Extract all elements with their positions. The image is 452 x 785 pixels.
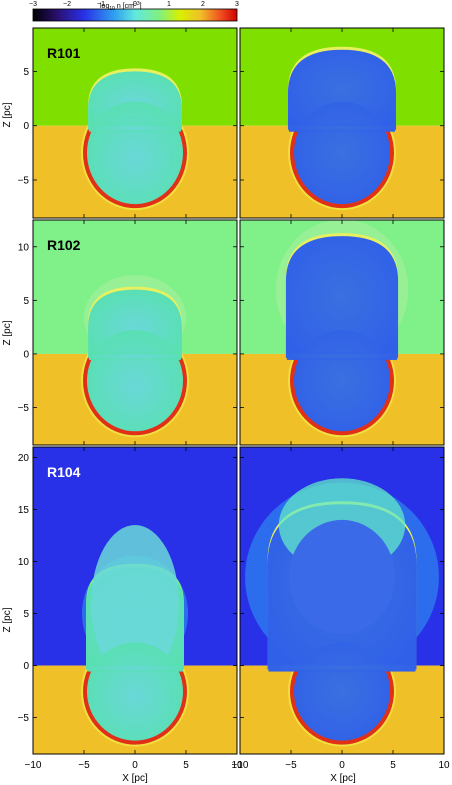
- x-tick-label: 10: [438, 760, 450, 771]
- z-tick-label: 15: [18, 505, 30, 516]
- colorbar-tick-label: 2: [201, 1, 205, 8]
- x-tick-label: −5: [78, 760, 90, 771]
- colorbar-tick-label: −2: [63, 1, 71, 8]
- colorbar-tick-label: 0: [133, 1, 137, 8]
- colorbar-ticks: −3 −2 −1 0 1 2 3: [29, 1, 239, 8]
- xlabel-right: X [pc]: [330, 773, 356, 784]
- z-tick-label: −5: [18, 713, 30, 724]
- bubble-lower: [87, 330, 183, 432]
- z-tick-label: 0: [23, 121, 29, 132]
- bubble-upper: [285, 236, 399, 358]
- colorbar-label: log10 n [cm−3]: [100, 1, 142, 12]
- z-tick-label: 5: [23, 609, 29, 620]
- panel: 10 5 0 −5 R102: [18, 219, 238, 446]
- bubble-neck: [288, 123, 396, 132]
- z-tick-label: 10: [18, 557, 30, 568]
- bubble-neck: [89, 123, 181, 132]
- bubble-neck: [87, 663, 183, 672]
- z-tick-label: 0: [23, 661, 29, 672]
- colorbar-tick-label: −1: [97, 1, 105, 8]
- colorbar-tick-label: 3: [235, 1, 239, 8]
- bubble-neck: [89, 351, 181, 360]
- panel: [239, 219, 445, 446]
- z-tick-label: 0: [23, 349, 29, 360]
- bubble-lower: [294, 330, 390, 432]
- z-tick-label: −5: [18, 176, 30, 187]
- bubble-neck: [268, 663, 416, 672]
- bubble-lower: [87, 642, 183, 741]
- bubble-lower: [87, 101, 183, 205]
- run-label: R101: [47, 45, 81, 61]
- x-tick-label: 5: [183, 760, 189, 771]
- panel: 5 0 −5 R101: [18, 27, 238, 219]
- run-label: R102: [47, 237, 81, 253]
- bubble-inner-region: [91, 525, 179, 682]
- xlabel-left: X [pc]: [122, 773, 148, 784]
- bubble-neck: [286, 351, 398, 360]
- panel: [239, 27, 445, 219]
- panel: 20 15 10 5 0 −5 R104: [18, 446, 238, 755]
- colorbar-gradient: [32, 8, 238, 22]
- x-tick-label: 5: [390, 760, 396, 771]
- bubble-lower: [294, 642, 390, 741]
- bubble-upper: [287, 49, 397, 130]
- z-tick-label: −5: [18, 403, 30, 414]
- z-tick-label: 10: [18, 242, 30, 253]
- ylabel-row1: Z [pc]: [2, 102, 13, 127]
- colorbar-tick-label: −3: [29, 1, 37, 8]
- x-tick-label: 0: [339, 760, 345, 771]
- x-tick-label: −5: [285, 760, 297, 771]
- x-tick-label: 10: [231, 760, 243, 771]
- z-tick-label: 5: [23, 296, 29, 307]
- ylabel-row2: Z [pc]: [2, 320, 13, 345]
- bubble-lower: [294, 101, 390, 205]
- ylabel-row3: Z [pc]: [2, 607, 13, 632]
- colorbar-tick-label: 1: [167, 1, 171, 8]
- z-tick-label: 20: [18, 453, 30, 464]
- z-tick-label: 5: [23, 67, 29, 78]
- run-label: R104: [47, 464, 81, 480]
- bubble-inner-cavity: [288, 519, 396, 635]
- x-tick-label: −10: [232, 760, 249, 771]
- x-tick-label: 0: [132, 760, 138, 771]
- panel: [239, 446, 445, 755]
- colorbar: log10 n [cm−3] −3 −2 −1 0 1 2 3: [29, 1, 239, 22]
- x-tick-label: −10: [25, 760, 42, 771]
